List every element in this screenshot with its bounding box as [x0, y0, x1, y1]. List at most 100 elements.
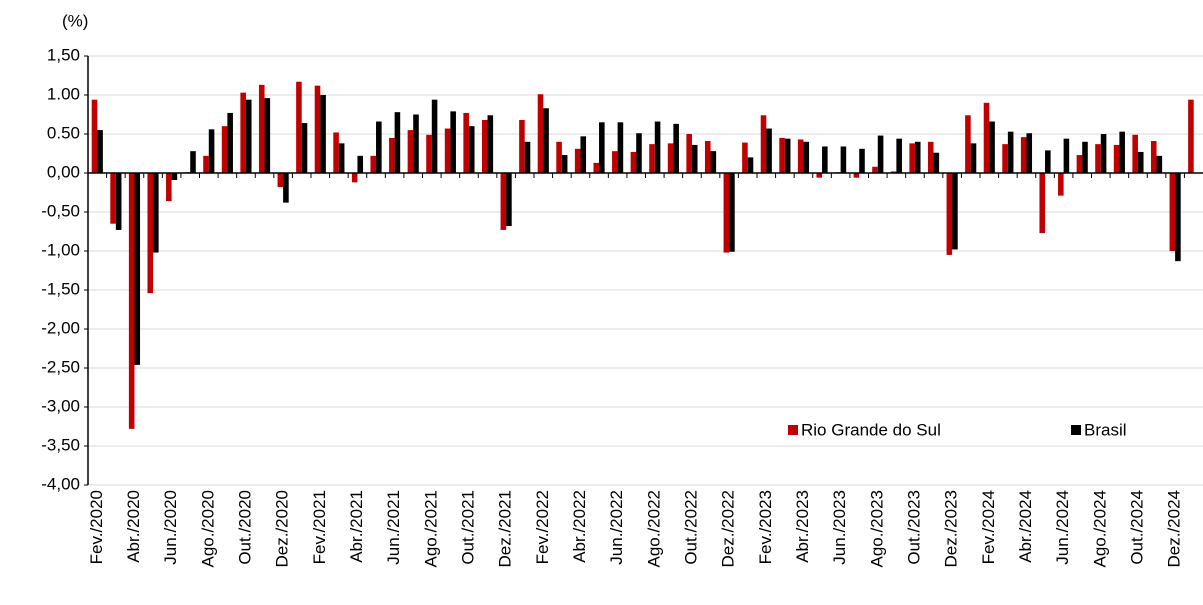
- bar: [617, 122, 624, 173]
- bar: [816, 173, 823, 178]
- x-tick-label: Out./2021: [458, 490, 477, 565]
- bar: [1113, 144, 1120, 173]
- y-unit-label: (%): [62, 11, 88, 30]
- y-tick-label: 0.50: [47, 123, 80, 142]
- x-tick-label: Ago./2023: [867, 490, 886, 568]
- bar: [1100, 134, 1107, 173]
- bar: [580, 136, 587, 173]
- y-tick-label: -3,00: [41, 396, 80, 415]
- bar: [91, 99, 98, 173]
- bar: [556, 141, 562, 173]
- bar: [357, 155, 364, 173]
- bar: [636, 133, 642, 173]
- bar: [1076, 155, 1083, 173]
- bar: [506, 173, 512, 227]
- bar: [574, 148, 581, 173]
- bar: [370, 155, 377, 173]
- bar: [710, 151, 717, 173]
- bar: [524, 141, 531, 173]
- bar: [599, 122, 605, 173]
- bar: [667, 143, 674, 173]
- bar: [203, 155, 209, 173]
- bar: [853, 173, 860, 178]
- x-tick-label: Dez./2022: [719, 490, 738, 568]
- bar: [277, 173, 284, 188]
- bar: [691, 144, 698, 173]
- bar: [946, 173, 953, 255]
- y-tick-label: -1,00: [41, 240, 80, 259]
- bar: [630, 151, 637, 173]
- bar: [283, 173, 289, 203]
- bar: [952, 173, 958, 250]
- bar: [704, 141, 711, 173]
- bar: [612, 151, 618, 173]
- bar: [431, 99, 438, 173]
- bar: [171, 173, 178, 181]
- bar: [1188, 99, 1194, 173]
- x-tick-label: Dez./2024: [1165, 490, 1184, 568]
- bar: [487, 115, 494, 173]
- x-tick-label: Fev./2024: [979, 490, 998, 564]
- bar: [468, 126, 475, 173]
- bar: [909, 143, 915, 173]
- legend-label: Brasil: [1084, 420, 1127, 439]
- y-tick-label: -1,50: [41, 279, 80, 298]
- bar: [723, 173, 730, 253]
- x-tick-label: Jun./2020: [161, 490, 180, 565]
- bar: [115, 173, 122, 230]
- x-tick-label: Abr./2024: [1016, 490, 1035, 563]
- bar: [314, 85, 321, 173]
- bar: [1058, 173, 1064, 196]
- x-tick-label: Out./2024: [1127, 490, 1146, 565]
- x-tick-label: Abr./2020: [124, 490, 143, 563]
- bar: [686, 134, 692, 173]
- bar: [1082, 141, 1088, 173]
- bar: [1063, 138, 1070, 173]
- bar: [153, 173, 159, 253]
- x-tick-label: Out./2022: [681, 490, 700, 565]
- bar: [245, 99, 252, 173]
- bar: [128, 173, 135, 429]
- bar: [593, 162, 600, 173]
- x-tick-label: Ago./2024: [1090, 490, 1109, 568]
- x-tick-label: Jun./2023: [830, 490, 849, 565]
- bar: [376, 121, 382, 173]
- y-tick-label: 1.00: [47, 84, 80, 103]
- y-tick-label: -3,50: [41, 435, 80, 454]
- bar: [933, 152, 940, 173]
- bar: [147, 173, 154, 294]
- bar: [983, 102, 990, 173]
- bar: [519, 119, 525, 173]
- bar: [779, 137, 785, 173]
- x-tick-label: Jun./2022: [607, 490, 626, 565]
- x-tick-label: Fev./2022: [533, 490, 552, 564]
- bar: [134, 173, 141, 365]
- legend-swatch: [788, 425, 798, 435]
- bar: [1132, 134, 1138, 173]
- bar: [1119, 131, 1125, 173]
- bar: [394, 112, 401, 173]
- x-tick-label: Abr./2021: [347, 490, 366, 563]
- bar: [481, 119, 488, 173]
- bar: [258, 84, 265, 173]
- bar: [927, 141, 934, 173]
- bar: [742, 142, 748, 173]
- x-tick-label: Jun./2021: [384, 490, 403, 565]
- bar: [877, 135, 884, 173]
- x-tick-label: Out./2023: [904, 490, 923, 565]
- y-tick-label: 1,50: [47, 45, 80, 64]
- bar: [301, 123, 308, 173]
- bar: [463, 112, 469, 173]
- x-tick-label: Fev./2020: [87, 490, 106, 564]
- bar: [1095, 144, 1101, 173]
- bar: [872, 166, 878, 173]
- bar: [110, 173, 116, 224]
- bar: [896, 138, 902, 173]
- bar: [561, 155, 568, 173]
- bar: [797, 139, 804, 173]
- bar: [859, 148, 865, 173]
- bar: [407, 130, 414, 173]
- bar: [450, 111, 456, 173]
- bar: [97, 130, 103, 173]
- bar: [729, 173, 735, 252]
